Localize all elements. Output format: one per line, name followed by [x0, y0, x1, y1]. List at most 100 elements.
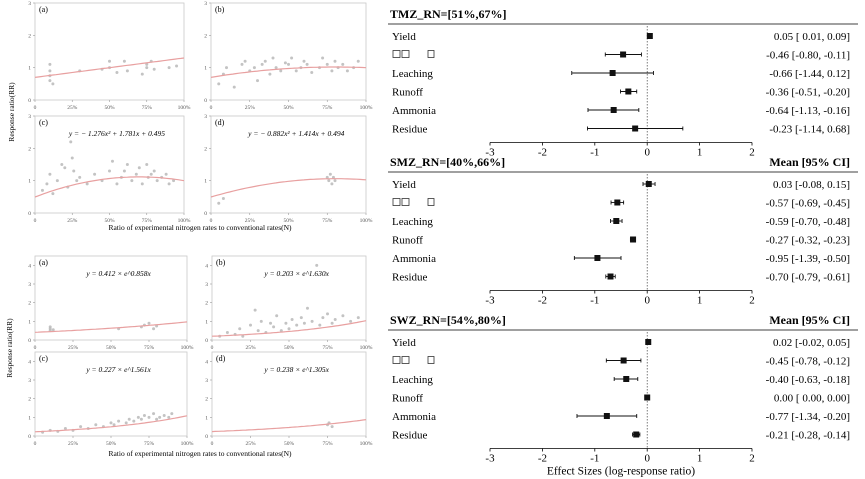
forest-panel-1: SMZ_RN=[40%,66%] Mean [95% CI] Yield 0.03 [… — [388, 155, 858, 307]
x-tick-label: 0 — [210, 218, 213, 224]
y-tick-label: 0 — [204, 98, 207, 104]
y-tick-label: 0 — [28, 338, 31, 344]
x-tick-label: 50% — [283, 105, 294, 111]
x-tick-label: 75% — [322, 218, 333, 224]
data-point — [263, 59, 267, 63]
data-point — [127, 417, 131, 421]
x-tick-label: 50% — [104, 218, 115, 224]
y-tick-label: 1 — [28, 415, 31, 421]
panel-label: (d) — [215, 118, 225, 127]
scatter-panel-1-1: 0 1 2 3 4 0 25% 50% 75% 100% (b) y = 0.203 × e^1.63… — [205, 255, 373, 351]
y-tick-label: 2 — [205, 397, 208, 403]
forest-x-tick-label: 0 — [644, 147, 650, 159]
row-label-glyph — [427, 50, 435, 58]
forest-x-tick-label: 1 — [697, 147, 703, 159]
data-point — [302, 59, 306, 63]
y-tick-label: 1 — [204, 179, 207, 185]
y-tick-label: 0 — [28, 434, 31, 440]
y-tick-label: 1 — [28, 179, 31, 185]
data-point — [108, 169, 111, 173]
row-estimate: -0.36 [-0.51, -0.20] — [766, 87, 850, 99]
x-tick-label: 75% — [142, 105, 153, 111]
x-tick-label: 25% — [245, 218, 256, 224]
data-point — [112, 423, 116, 427]
fit-curve — [211, 320, 367, 337]
effect-marker — [644, 394, 651, 401]
data-point — [305, 62, 309, 66]
y-tick-label: 0 — [204, 211, 207, 217]
data-point — [241, 334, 245, 338]
y-tick-label: 2 — [205, 301, 208, 307]
y-tick-label: 3 — [205, 378, 208, 384]
data-point — [341, 62, 345, 66]
data-point — [326, 312, 329, 316]
data-point — [345, 69, 349, 73]
y-tick-label: 4 — [28, 263, 31, 269]
forest-x-tick-label: -3 — [485, 453, 495, 465]
data-point — [122, 59, 126, 63]
data-point — [175, 64, 179, 68]
x-tick-label: 25% — [245, 441, 256, 447]
data-point — [330, 182, 334, 186]
row-estimate: 0.05 [ 0.01, 0.09] — [774, 31, 850, 43]
data-point — [167, 66, 171, 70]
data-point — [325, 175, 329, 179]
data-point — [284, 321, 288, 325]
row-label: Ammonia — [392, 411, 436, 423]
data-point — [217, 201, 221, 205]
x-tick-label: 75% — [322, 345, 333, 351]
x-tick-label: 100% — [360, 105, 373, 111]
x-tick-label: 100% — [178, 105, 191, 111]
y-tick-label: 3 — [204, 114, 207, 120]
row-label: Runoff — [392, 235, 423, 247]
data-point — [140, 72, 144, 76]
y-tick-label: 3 — [28, 282, 31, 288]
x-tick-label: 100% — [360, 441, 373, 447]
row-label: Ammonia — [392, 253, 436, 265]
forest-panel-0: TMZ_RN=[51%,67%] Yield 0.05 [ 0.01, 0.09] -… — [388, 7, 858, 159]
data-point — [290, 317, 294, 321]
row-label-glyph — [401, 50, 410, 58]
scatter-panel-0-1: 0 1 2 3 0 25% 50% 75% 100% (b) — [204, 1, 373, 111]
row-label: Runoff — [392, 87, 423, 99]
scatter-panel-0-2: 0 1 2 3 0 25% 50% 75% 100% (c) y = − 1.276x² + 1.7… — [28, 114, 191, 224]
row-label: Leaching — [392, 374, 433, 386]
row-label: Ammonia — [392, 105, 436, 117]
x-tick-label: 50% — [284, 345, 295, 351]
data-point — [256, 79, 259, 83]
data-point — [333, 179, 337, 183]
x-tick-label: 0 — [211, 345, 214, 351]
forest-x-tick-label: -2 — [538, 147, 547, 159]
x-tick-label: 100% — [181, 441, 194, 447]
data-point — [55, 179, 59, 183]
data-point — [142, 413, 146, 417]
x-tick-label: 50% — [106, 441, 117, 447]
data-point — [225, 66, 228, 70]
y-tick-label: 2 — [28, 301, 31, 307]
x-tick-label: 25% — [67, 105, 78, 111]
y-tick-label: 3 — [205, 282, 208, 288]
data-point — [240, 62, 244, 66]
forest-x-tick-label: 2 — [749, 295, 755, 307]
data-point — [315, 263, 319, 267]
data-point — [51, 82, 55, 86]
x-tick-label: 75% — [144, 441, 155, 447]
data-point — [318, 323, 322, 327]
y-tick-label: 3 — [28, 378, 31, 384]
forest-title: TMZ_RN=[51%,67%] — [390, 7, 507, 21]
forest-x-tick-label: -3 — [485, 295, 495, 307]
data-point — [93, 172, 97, 176]
effect-marker — [625, 88, 632, 95]
scatter-panel-1-3: 0 1 2 3 4 0 25% 50% 75% 100% (d) y = 0.238 × e^1.30… — [205, 351, 373, 447]
x-tick-label: 0 — [34, 218, 37, 224]
data-point — [349, 319, 353, 323]
y-tick-label: 4 — [205, 359, 208, 365]
y-tick-label: 2 — [28, 33, 31, 39]
effect-marker — [645, 181, 652, 187]
row-estimate: -0.40 [-0.63, -0.18] — [766, 374, 850, 386]
forest-x-tick-label: -1 — [590, 453, 599, 465]
effect-marker — [620, 51, 627, 58]
data-point — [287, 327, 291, 331]
row-label-glyph — [392, 356, 401, 364]
x-tick-label: 75% — [322, 105, 333, 111]
